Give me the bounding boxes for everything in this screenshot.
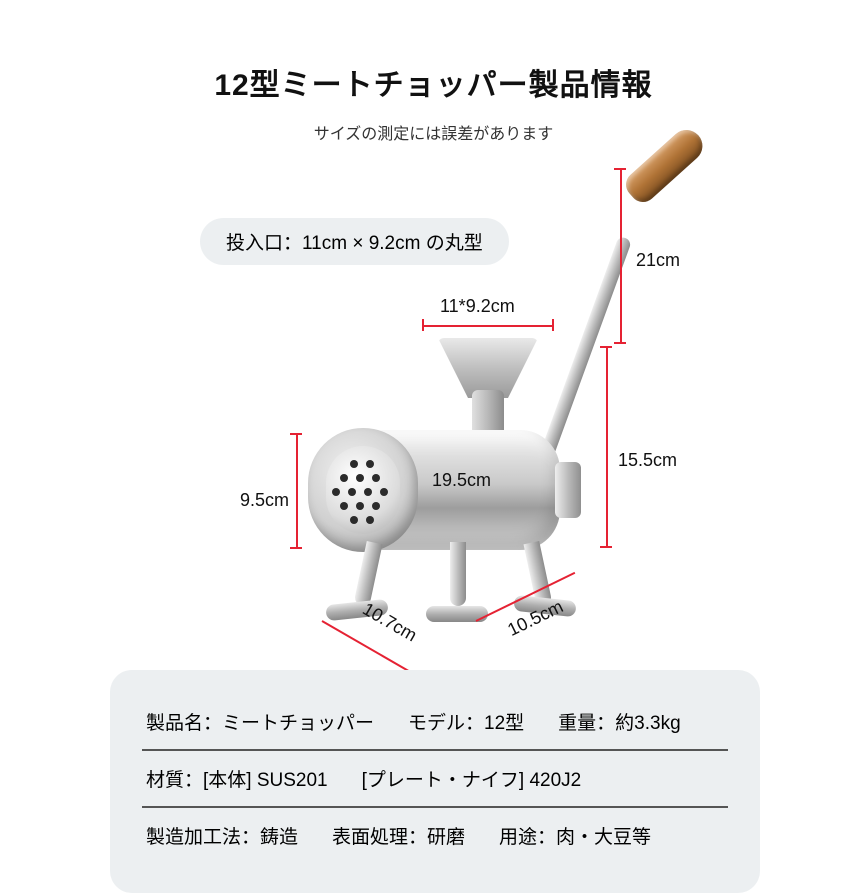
dim-value: 21cm [636,250,680,270]
spec-row: 製品名：ミートチョッパー モデル：12型 重量：約3.3kg [142,694,728,751]
spec-cell: 重量：約3.3kg [558,708,680,735]
plate-hole [364,488,372,496]
dim-body-length: 19.5cm [432,470,491,491]
specs-panel: 製品名：ミートチョッパー モデル：12型 重量：約3.3kg 材質：[本体] S… [110,670,760,893]
plate-hole [356,502,364,510]
dim-crank-lower: 15.5cm [618,450,677,471]
spec-cell: 材質：[本体] SUS201 [146,765,328,792]
spec-cell: 表面処理：研磨 [332,822,465,849]
dim-value: 11*9.2cm [440,296,515,316]
plate-hole [350,516,358,524]
dim-value: 19.5cm [432,470,491,490]
dim-line [620,168,622,342]
hopper-funnel [438,338,538,398]
dim-tick [614,342,626,344]
dim-value: 9.5cm [240,490,289,510]
plate-hole [356,474,364,482]
leg [450,542,466,606]
spec-cell: [プレート・ナイフ] 420J2 [362,765,582,792]
dim-line [296,433,298,547]
spec-row: 製造加工法：鋳造 表面処理：研磨 用途：肉・大豆等 [142,808,728,863]
dim-hopper: 11*9.2cm [440,296,515,317]
plate-hole [366,460,374,468]
page-title: 12型ミートチョッパー製品情報 [0,60,867,104]
subtitle: サイズの測定には誤差があります [0,120,867,144]
dim-tick [552,319,554,331]
plate-hole [348,488,356,496]
plate-hole [340,502,348,510]
dim-plate: 9.5cm [240,490,289,511]
spec-cell: 用途：肉・大豆等 [499,822,651,849]
dim-line [606,346,608,546]
dim-line [422,325,552,327]
plate-hole [372,474,380,482]
plate-hole [340,474,348,482]
dim-value: 10.7cm [359,599,420,646]
plate-hole [366,516,374,524]
spec-cell: 製品名：ミートチョッパー [146,708,374,735]
dim-value: 15.5cm [618,450,677,470]
dim-tick [600,346,612,348]
plate-hole [332,488,340,496]
spec-cell: モデル：12型 [408,708,524,735]
plate-hole [380,488,388,496]
output-shaft [555,462,581,518]
dim-leg-left: 10.7cm [359,599,421,647]
plate-hole [350,460,358,468]
spec-cell: 製造加工法：鋳造 [146,822,298,849]
dim-tick [290,547,302,549]
dim-tick [614,168,626,170]
spec-row: 材質：[本体] SUS201 [プレート・ナイフ] 420J2 [142,751,728,808]
plate-hole [372,502,380,510]
product-diagram: 11*9.2cm 19.5cm 9.5cm 21cm 15.5cm 10.7cm… [200,150,700,670]
page: 12型ミートチョッパー製品情報 サイズの測定には誤差があります 投入口：11cm… [0,0,867,867]
dim-tick [290,433,302,435]
dim-crank-upper: 21cm [636,250,680,271]
dim-tick [422,319,424,331]
dim-tick [600,546,612,548]
